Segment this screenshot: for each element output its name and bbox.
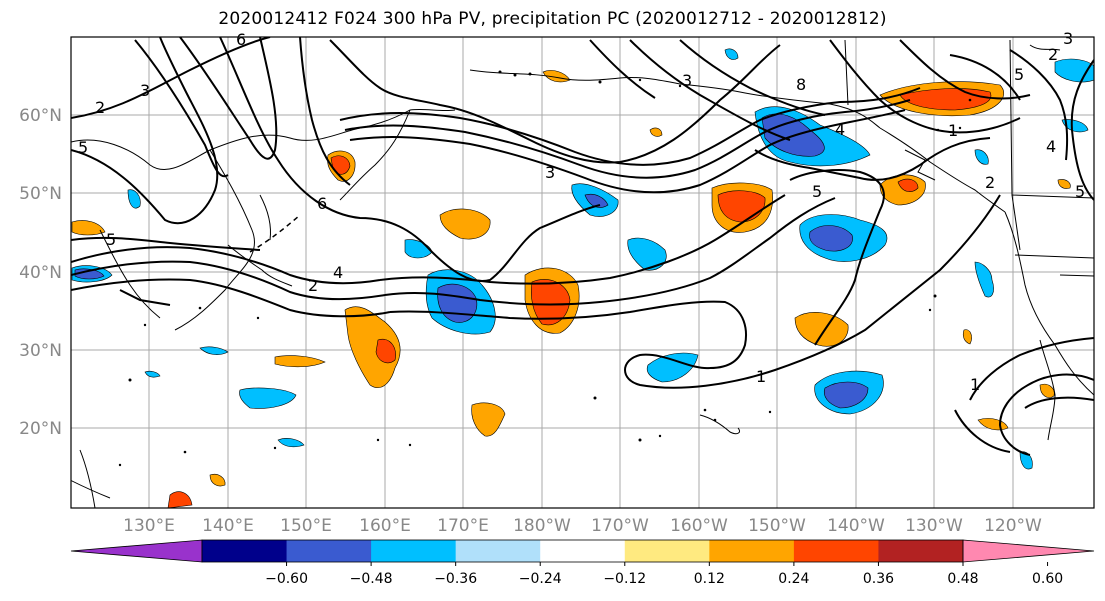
contour-label: 4: [835, 120, 845, 139]
colorbar-tick-label: 0.36: [863, 571, 894, 587]
contour-label: 2: [1048, 45, 1058, 64]
colorbar-outline: [201, 539, 964, 563]
map-title: 2020012412 F024 300 hPa PV, precipitatio…: [218, 9, 887, 29]
colorbar-tick-label: 0.60: [1032, 571, 1063, 587]
contour-label: 5: [1014, 65, 1024, 84]
islands: [118, 70, 972, 467]
colorbar-segment: [455, 540, 541, 562]
dashed-contour: [249, 214, 301, 253]
lon-label: 160°E: [359, 516, 411, 536]
contour-label: 1: [970, 375, 980, 394]
contour-labels: 2 3 6 4 2 3 3 8 4 5 1 5 2 5 1 4 5 1 3 2 …: [78, 29, 1085, 394]
map-frame: [70, 36, 1095, 509]
gridlines: [71, 37, 1094, 508]
colorbar-segment: [878, 540, 964, 562]
colorbar: [70, 539, 1095, 563]
colorbar-segment: [709, 540, 795, 562]
contour-label: 2: [308, 276, 318, 295]
lat-labels: 60°N 50°N 40°N 30°N 20°N: [19, 106, 62, 439]
lat-label: 60°N: [19, 106, 62, 126]
colorbar-segment: [793, 540, 879, 562]
colorbar-extend-min: [70, 539, 203, 563]
lon-label: 130°E: [123, 516, 175, 536]
lon-label: 120°W: [984, 516, 1042, 536]
colorbar-tick-label: 0.12: [694, 571, 725, 587]
colorbar-segment: [202, 540, 288, 562]
lon-label: 160°W: [670, 516, 728, 536]
coastlines: [71, 39, 1094, 508]
colorbar-tick-label: −0.48: [350, 571, 393, 587]
colorbar-segment: [371, 540, 457, 562]
lon-label: 170°E: [437, 516, 489, 536]
colorbar-tick-label: −0.12: [603, 571, 646, 587]
lat-label: 40°N: [19, 263, 62, 283]
contour-label: 3: [1063, 29, 1073, 48]
lon-label: 180°W: [513, 516, 571, 536]
pv-contours: [71, 37, 1094, 456]
contour-label: 5: [78, 138, 88, 157]
contour-label: 5: [106, 230, 116, 249]
colorbar-tick-label: 0.24: [778, 571, 809, 587]
contour-label: 3: [545, 163, 555, 182]
contour-label: 8: [796, 75, 806, 94]
lat-label: 20°N: [19, 419, 62, 439]
colorbar-tick-label: 0.48: [947, 571, 978, 587]
lon-label: 150°E: [280, 516, 332, 536]
colorbar-segment: [624, 540, 710, 562]
lon-label: 130°W: [905, 516, 963, 536]
contour-label: 3: [682, 71, 692, 90]
colorbar-segment: [286, 540, 372, 562]
contour-label: 2: [95, 98, 105, 117]
contour-label: 5: [1075, 182, 1085, 201]
colorbar-tick-label: −0.36: [434, 571, 477, 587]
contour-label: 2: [985, 173, 995, 192]
contour-label: 4: [1046, 137, 1056, 156]
colorbar-tick-label: −0.60: [265, 571, 308, 587]
colorbar-ticks: −0.60 −0.48 −0.36 −0.24 −0.12 0.12 0.24 0.36 0.4…: [265, 562, 1063, 587]
lon-label: 170°W: [591, 516, 649, 536]
contour-label: 6: [236, 30, 246, 49]
contour-label: 5: [812, 182, 822, 201]
lon-label: 140°E: [202, 516, 254, 536]
contour-label: 1: [948, 121, 958, 140]
contour-label: 1: [756, 367, 766, 386]
colorbar-extend-max: [962, 539, 1095, 563]
contour-label: 3: [140, 81, 150, 100]
lon-label: 150°W: [748, 516, 806, 536]
lon-labels: 130°E 140°E 150°E 160°E 170°E 180°W 170°…: [123, 516, 1042, 536]
colorbar-segment: [540, 540, 626, 562]
lat-label: 30°N: [19, 341, 62, 361]
lat-label: 50°N: [19, 184, 62, 204]
lon-label: 140°W: [827, 516, 885, 536]
colorbar-tick-label: −0.24: [519, 571, 562, 587]
contour-label: 6: [317, 194, 327, 213]
contour-label: 4: [333, 263, 343, 282]
